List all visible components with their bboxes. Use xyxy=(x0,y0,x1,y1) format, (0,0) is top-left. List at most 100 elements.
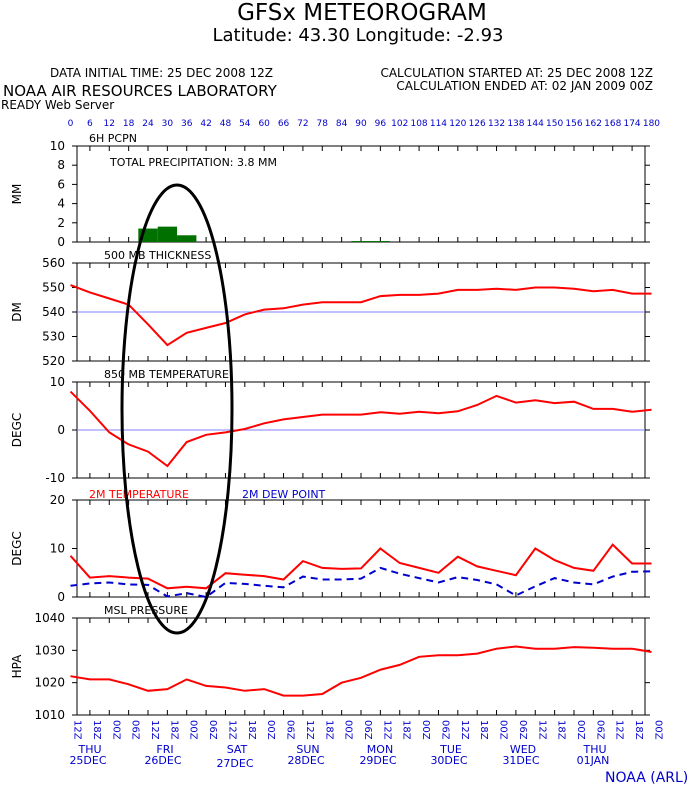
time-label: 18Z xyxy=(91,720,102,740)
forecast-hour-label: 18 xyxy=(123,119,135,129)
forecast-hour-label: 12 xyxy=(104,119,115,129)
time-label: 18Z xyxy=(323,720,334,740)
series-line xyxy=(70,645,652,697)
time-label: 00Z xyxy=(110,720,121,740)
time-label: 00Z xyxy=(575,720,586,740)
date-label: 29DEC xyxy=(359,754,396,767)
panel-frame xyxy=(76,499,646,598)
server-label: READY Web Server xyxy=(1,98,114,112)
date-label: 25DEC xyxy=(69,754,106,767)
chart-plot-area: 0 6 12 18 24 30 36 42 48 54 60 66 72 78 84 90 96 102 108 11… xyxy=(10,119,663,770)
y-tick-label: 1020 xyxy=(34,676,65,690)
date-label: 28DEC xyxy=(287,754,324,767)
y-tick-label: 6 xyxy=(57,177,65,191)
time-label: 12Z xyxy=(149,720,160,740)
y-tick-label: -10 xyxy=(45,471,65,485)
time-label: 18Z xyxy=(168,720,179,740)
date-label: 27DEC xyxy=(216,757,253,770)
y-axis-label: MM xyxy=(10,184,24,205)
y-tick-label: 0 xyxy=(57,590,65,604)
panel-title: MSL PRESSURE xyxy=(104,604,188,617)
legend-dew-point: 2M DEW POINT xyxy=(242,488,326,501)
panel-frame xyxy=(76,617,646,716)
time-label: 00Z xyxy=(343,720,354,740)
date-label: 01JAN xyxy=(577,754,610,767)
time-label: 12Z xyxy=(459,720,470,740)
forecast-hour-label: 120 xyxy=(449,119,466,129)
y-tick-label: 10 xyxy=(50,139,65,153)
precip-bar xyxy=(351,241,391,242)
forecast-hour-label: 138 xyxy=(507,119,524,129)
y-tick-label: 2 xyxy=(57,216,65,230)
forecast-hour-label: 114 xyxy=(430,119,447,129)
time-label: 00Z xyxy=(420,720,431,740)
dew-point-line xyxy=(70,566,652,599)
forecast-hour-label: 42 xyxy=(200,119,211,129)
forecast-hour-label: 48 xyxy=(220,119,232,129)
calc-ended: CALCULATION ENDED AT: 02 JAN 2009 00Z xyxy=(396,79,653,93)
y-tick-label: 0 xyxy=(57,423,65,437)
day-label: SUN xyxy=(296,743,319,756)
forecast-hour-label: 156 xyxy=(565,119,582,129)
y-tick-label: 10 xyxy=(50,542,65,556)
date-label: 31DEC xyxy=(502,754,539,767)
time-label: 12Z xyxy=(614,720,625,740)
forecast-hour-label: 174 xyxy=(623,119,640,129)
y-tick-label: 550 xyxy=(42,281,65,295)
time-label: 06Z xyxy=(439,720,450,740)
forecast-hour-label: 30 xyxy=(162,119,174,129)
date-label: 26DEC xyxy=(144,754,181,767)
time-label: 06Z xyxy=(130,720,141,740)
calc-started: CALCULATION STARTED AT: 25 DEC 2008 12Z xyxy=(380,66,653,80)
forecast-hour-label: 0 xyxy=(68,119,74,129)
legend-temperature: 2M TEMPERATURE xyxy=(89,488,189,501)
forecast-hour-label: 96 xyxy=(375,119,387,129)
forecast-hour-label: 108 xyxy=(410,119,427,129)
series-line xyxy=(69,543,652,590)
forecast-hour-label: 168 xyxy=(604,119,621,129)
time-label: 18Z xyxy=(556,720,567,740)
time-label: 18Z xyxy=(401,720,412,740)
y-tick-label: 4 xyxy=(57,197,65,211)
forecast-hour-label: 54 xyxy=(239,119,251,129)
panel-title: 6H PCPN xyxy=(89,132,137,145)
y-tick-label: 0 xyxy=(57,235,65,249)
time-label: 12Z xyxy=(226,720,237,740)
day-label: WED xyxy=(510,743,536,756)
y-axis-label: DM xyxy=(10,302,24,322)
time-label: 06Z xyxy=(285,720,296,740)
day-label: THU xyxy=(582,743,606,756)
date-label: 30DEC xyxy=(430,754,467,767)
day-label: MON xyxy=(367,743,393,756)
day-label: TUE xyxy=(439,743,462,756)
y-axis-label: DEGC xyxy=(10,531,24,566)
day-label: THU xyxy=(77,743,101,756)
forecast-hour-label: 36 xyxy=(181,119,193,129)
forecast-hour-label: 126 xyxy=(469,119,486,129)
panel-title: 500 MB THICKNESS xyxy=(104,249,211,262)
chart-title: GFSx METEOROGRAM xyxy=(237,0,487,26)
forecast-hour-label: 102 xyxy=(391,119,408,129)
y-tick-label: 20 xyxy=(50,493,65,507)
init-time: DATA INITIAL TIME: 25 DEC 2008 12Z xyxy=(50,66,273,80)
time-label: 00Z xyxy=(652,720,663,740)
y-tick-label: 1030 xyxy=(34,643,65,657)
precip-bar xyxy=(157,226,178,242)
forecast-hour-label: 24 xyxy=(142,119,154,129)
lab-name: NOAA AIR RESOURCES LABORATORY xyxy=(3,82,278,100)
time-label: 12Z xyxy=(72,720,83,740)
time-label: 18Z xyxy=(478,720,489,740)
time-label: 18Z xyxy=(246,720,257,740)
y-tick-label: 540 xyxy=(42,305,65,319)
forecast-hour-label: 6 xyxy=(87,119,93,129)
precip-total-annotation: TOTAL PRECIPITATION: 3.8 MM xyxy=(109,156,277,169)
y-tick-label: 10 xyxy=(50,375,65,389)
location-label: Latitude: 43.30 Longitude: -2.93 xyxy=(212,25,503,46)
y-tick-label: 1010 xyxy=(34,708,65,722)
time-label: 06Z xyxy=(207,720,218,740)
panel-title: 850 MB TEMPERATURE xyxy=(104,368,229,381)
time-label: 06Z xyxy=(594,720,605,740)
time-label: 00Z xyxy=(188,720,199,740)
forecast-hour-label: 132 xyxy=(488,119,505,129)
forecast-hour-label: 66 xyxy=(278,119,290,129)
